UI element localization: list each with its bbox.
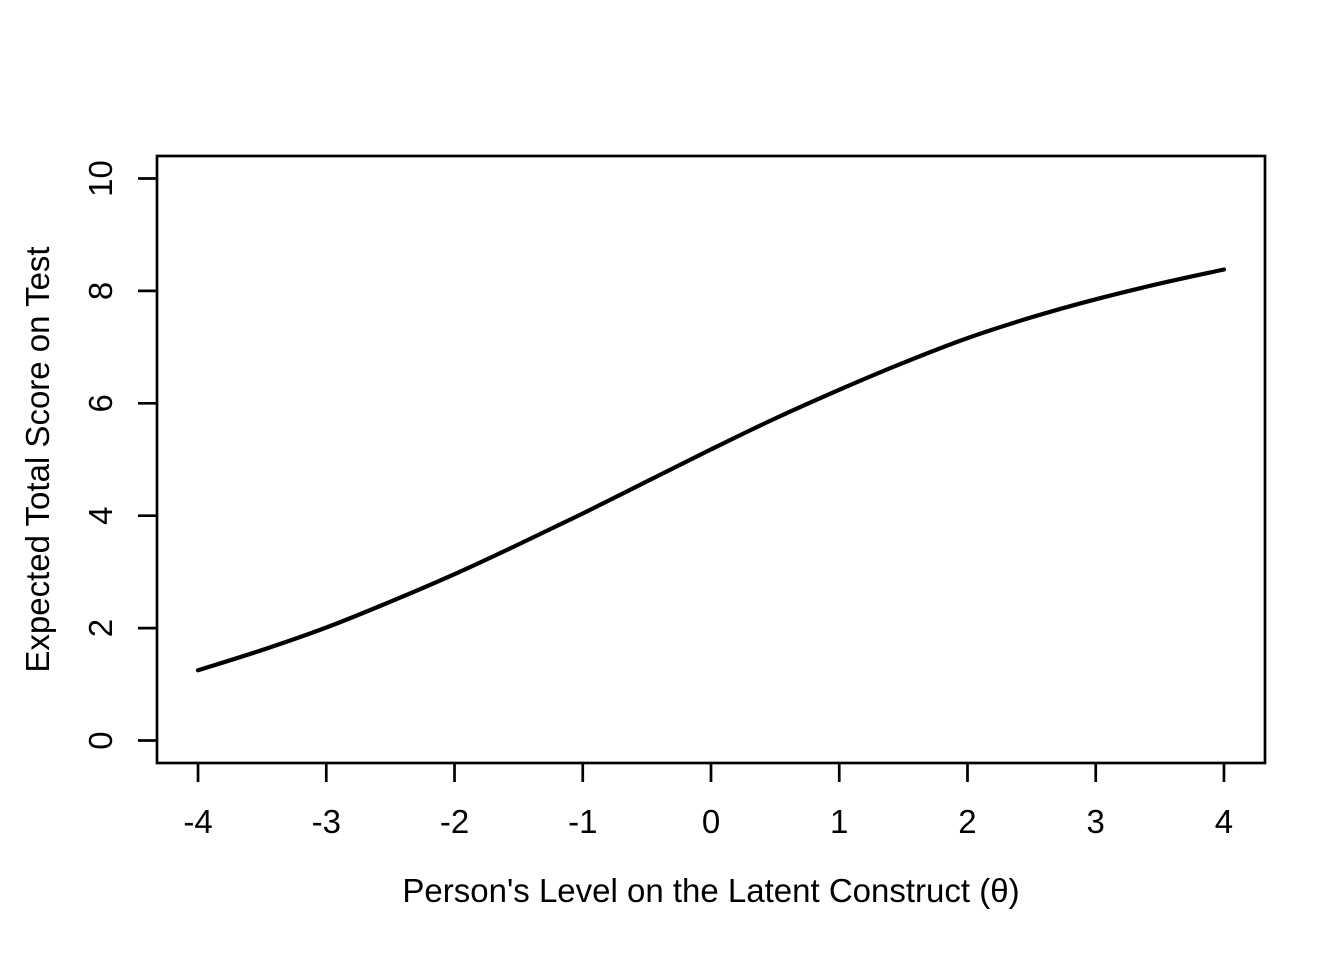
- y-tick-label: 4: [82, 507, 119, 525]
- x-tick-label: 3: [1087, 803, 1105, 840]
- y-axis-ticks: 0 2 4 6 8 10: [82, 160, 157, 750]
- y-tick-label: 6: [82, 394, 119, 412]
- expected-score-curve: [195, 267, 1227, 673]
- y-tick-label: 10: [82, 160, 119, 197]
- y-axis-title: Expected Total Score on Test: [19, 246, 56, 672]
- x-tick-label: -2: [440, 803, 469, 840]
- x-tick-label: 1: [830, 803, 848, 840]
- x-tick-label: -1: [568, 803, 597, 840]
- x-tick-label: -3: [312, 803, 341, 840]
- y-tick-label: 2: [82, 619, 119, 637]
- y-tick-label: 0: [82, 731, 119, 749]
- x-tick-label: 4: [1215, 803, 1233, 840]
- x-tick-label: 2: [958, 803, 976, 840]
- x-tick-label: 0: [702, 803, 720, 840]
- y-tick-label: 8: [82, 282, 119, 300]
- x-axis-title: Person's Level on the Latent Construct (…: [402, 872, 1019, 909]
- x-axis-ticks: -4 -3 -2 -1 0 1 2 3 4: [183, 763, 1233, 840]
- x-tick-label: -4: [183, 803, 212, 840]
- plot-box: [155, 154, 1267, 765]
